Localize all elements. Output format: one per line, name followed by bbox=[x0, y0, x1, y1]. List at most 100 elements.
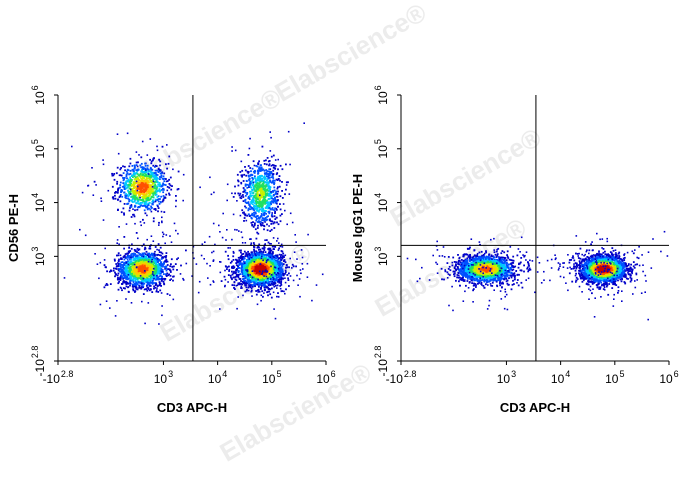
event-dot bbox=[127, 263, 130, 266]
event-dot bbox=[180, 264, 182, 267]
event-dot bbox=[176, 188, 179, 191]
event-dot bbox=[170, 263, 172, 266]
event-dot bbox=[123, 177, 126, 179]
event-dot bbox=[138, 272, 141, 274]
event-dot bbox=[260, 269, 263, 272]
event-dot bbox=[295, 265, 297, 268]
event-dot bbox=[149, 190, 152, 193]
event-dot bbox=[245, 286, 248, 289]
event-dot bbox=[133, 197, 136, 199]
event-dot bbox=[144, 204, 146, 207]
event-dot bbox=[145, 199, 148, 202]
event-dot bbox=[162, 183, 164, 186]
event-dot bbox=[141, 282, 143, 284]
event-dot bbox=[149, 176, 152, 179]
event-dot bbox=[237, 267, 240, 270]
event-dot bbox=[141, 179, 143, 181]
event-dot bbox=[124, 196, 127, 199]
event-dot bbox=[157, 207, 160, 209]
event-dot bbox=[256, 246, 259, 249]
event-dot bbox=[245, 289, 248, 292]
event-dot bbox=[247, 281, 250, 283]
event-dot bbox=[227, 258, 230, 261]
event-dot bbox=[108, 270, 111, 273]
event-dot bbox=[280, 271, 283, 273]
event-dot bbox=[118, 226, 120, 228]
event-dot bbox=[251, 254, 254, 257]
event-dot bbox=[145, 255, 148, 258]
event-dot bbox=[121, 195, 124, 198]
event-dot bbox=[107, 189, 110, 192]
event-dot bbox=[152, 271, 154, 273]
event-dot bbox=[137, 200, 139, 203]
event-dot bbox=[148, 190, 150, 192]
event-dot bbox=[131, 264, 134, 267]
event-dot bbox=[141, 285, 143, 288]
event-dot bbox=[145, 183, 147, 186]
event-dot bbox=[270, 268, 272, 271]
event-dot bbox=[154, 190, 157, 192]
event-dot bbox=[277, 267, 280, 270]
event-dot bbox=[125, 193, 128, 195]
event-dot bbox=[262, 284, 264, 287]
event-dot bbox=[151, 273, 154, 275]
event-dot bbox=[162, 263, 165, 266]
event-dot bbox=[269, 266, 272, 269]
event-dot bbox=[136, 255, 138, 257]
event-dot bbox=[136, 247, 139, 250]
event-dot bbox=[124, 281, 127, 284]
event-dot bbox=[117, 187, 120, 190]
event-dot bbox=[116, 191, 119, 194]
event-dot bbox=[242, 256, 244, 258]
event-dot bbox=[240, 249, 242, 252]
event-dot bbox=[123, 165, 126, 168]
event-dot bbox=[104, 247, 106, 250]
event-dot bbox=[252, 254, 255, 257]
event-dot bbox=[278, 280, 281, 282]
event-dot bbox=[261, 273, 263, 275]
event-dot bbox=[154, 194, 157, 196]
event-dot bbox=[173, 265, 175, 268]
event-dot bbox=[124, 185, 127, 187]
event-dot bbox=[157, 271, 160, 274]
event-dot bbox=[260, 271, 262, 273]
dot-cloud bbox=[63, 122, 324, 325]
event-dot bbox=[159, 189, 162, 192]
event-dot bbox=[280, 243, 283, 246]
event-dot bbox=[159, 270, 162, 272]
event-dot bbox=[241, 265, 243, 267]
event-dot bbox=[237, 256, 240, 259]
event-dot bbox=[274, 257, 277, 260]
event-dot bbox=[117, 282, 120, 285]
event-dot bbox=[141, 166, 144, 168]
event-dot bbox=[158, 281, 161, 283]
event-dot bbox=[155, 180, 158, 183]
event-dot bbox=[116, 166, 119, 169]
event-dot bbox=[168, 178, 170, 181]
event-dot bbox=[158, 282, 161, 285]
event-dot bbox=[123, 271, 126, 274]
event-dot bbox=[124, 262, 127, 265]
event-dot bbox=[276, 259, 279, 262]
event-dot bbox=[155, 276, 158, 279]
event-dot bbox=[161, 265, 164, 267]
event-dot bbox=[153, 172, 156, 174]
event-dot bbox=[133, 277, 135, 279]
event-dot bbox=[148, 193, 151, 195]
event-dot bbox=[144, 202, 147, 205]
event-dot bbox=[182, 173, 185, 176]
event-dot bbox=[137, 270, 140, 273]
event-dot bbox=[257, 282, 260, 284]
event-dot bbox=[212, 250, 215, 253]
event-dot bbox=[159, 278, 161, 280]
event-dot bbox=[161, 189, 163, 191]
event-dot bbox=[246, 254, 249, 256]
event-dot bbox=[132, 213, 134, 216]
event-dot bbox=[159, 274, 162, 277]
event-dot bbox=[272, 279, 275, 281]
event-dot bbox=[271, 260, 274, 263]
event-dot bbox=[264, 267, 266, 270]
event-dot bbox=[241, 242, 244, 244]
event-dot bbox=[169, 269, 172, 272]
event-dot bbox=[258, 254, 260, 256]
